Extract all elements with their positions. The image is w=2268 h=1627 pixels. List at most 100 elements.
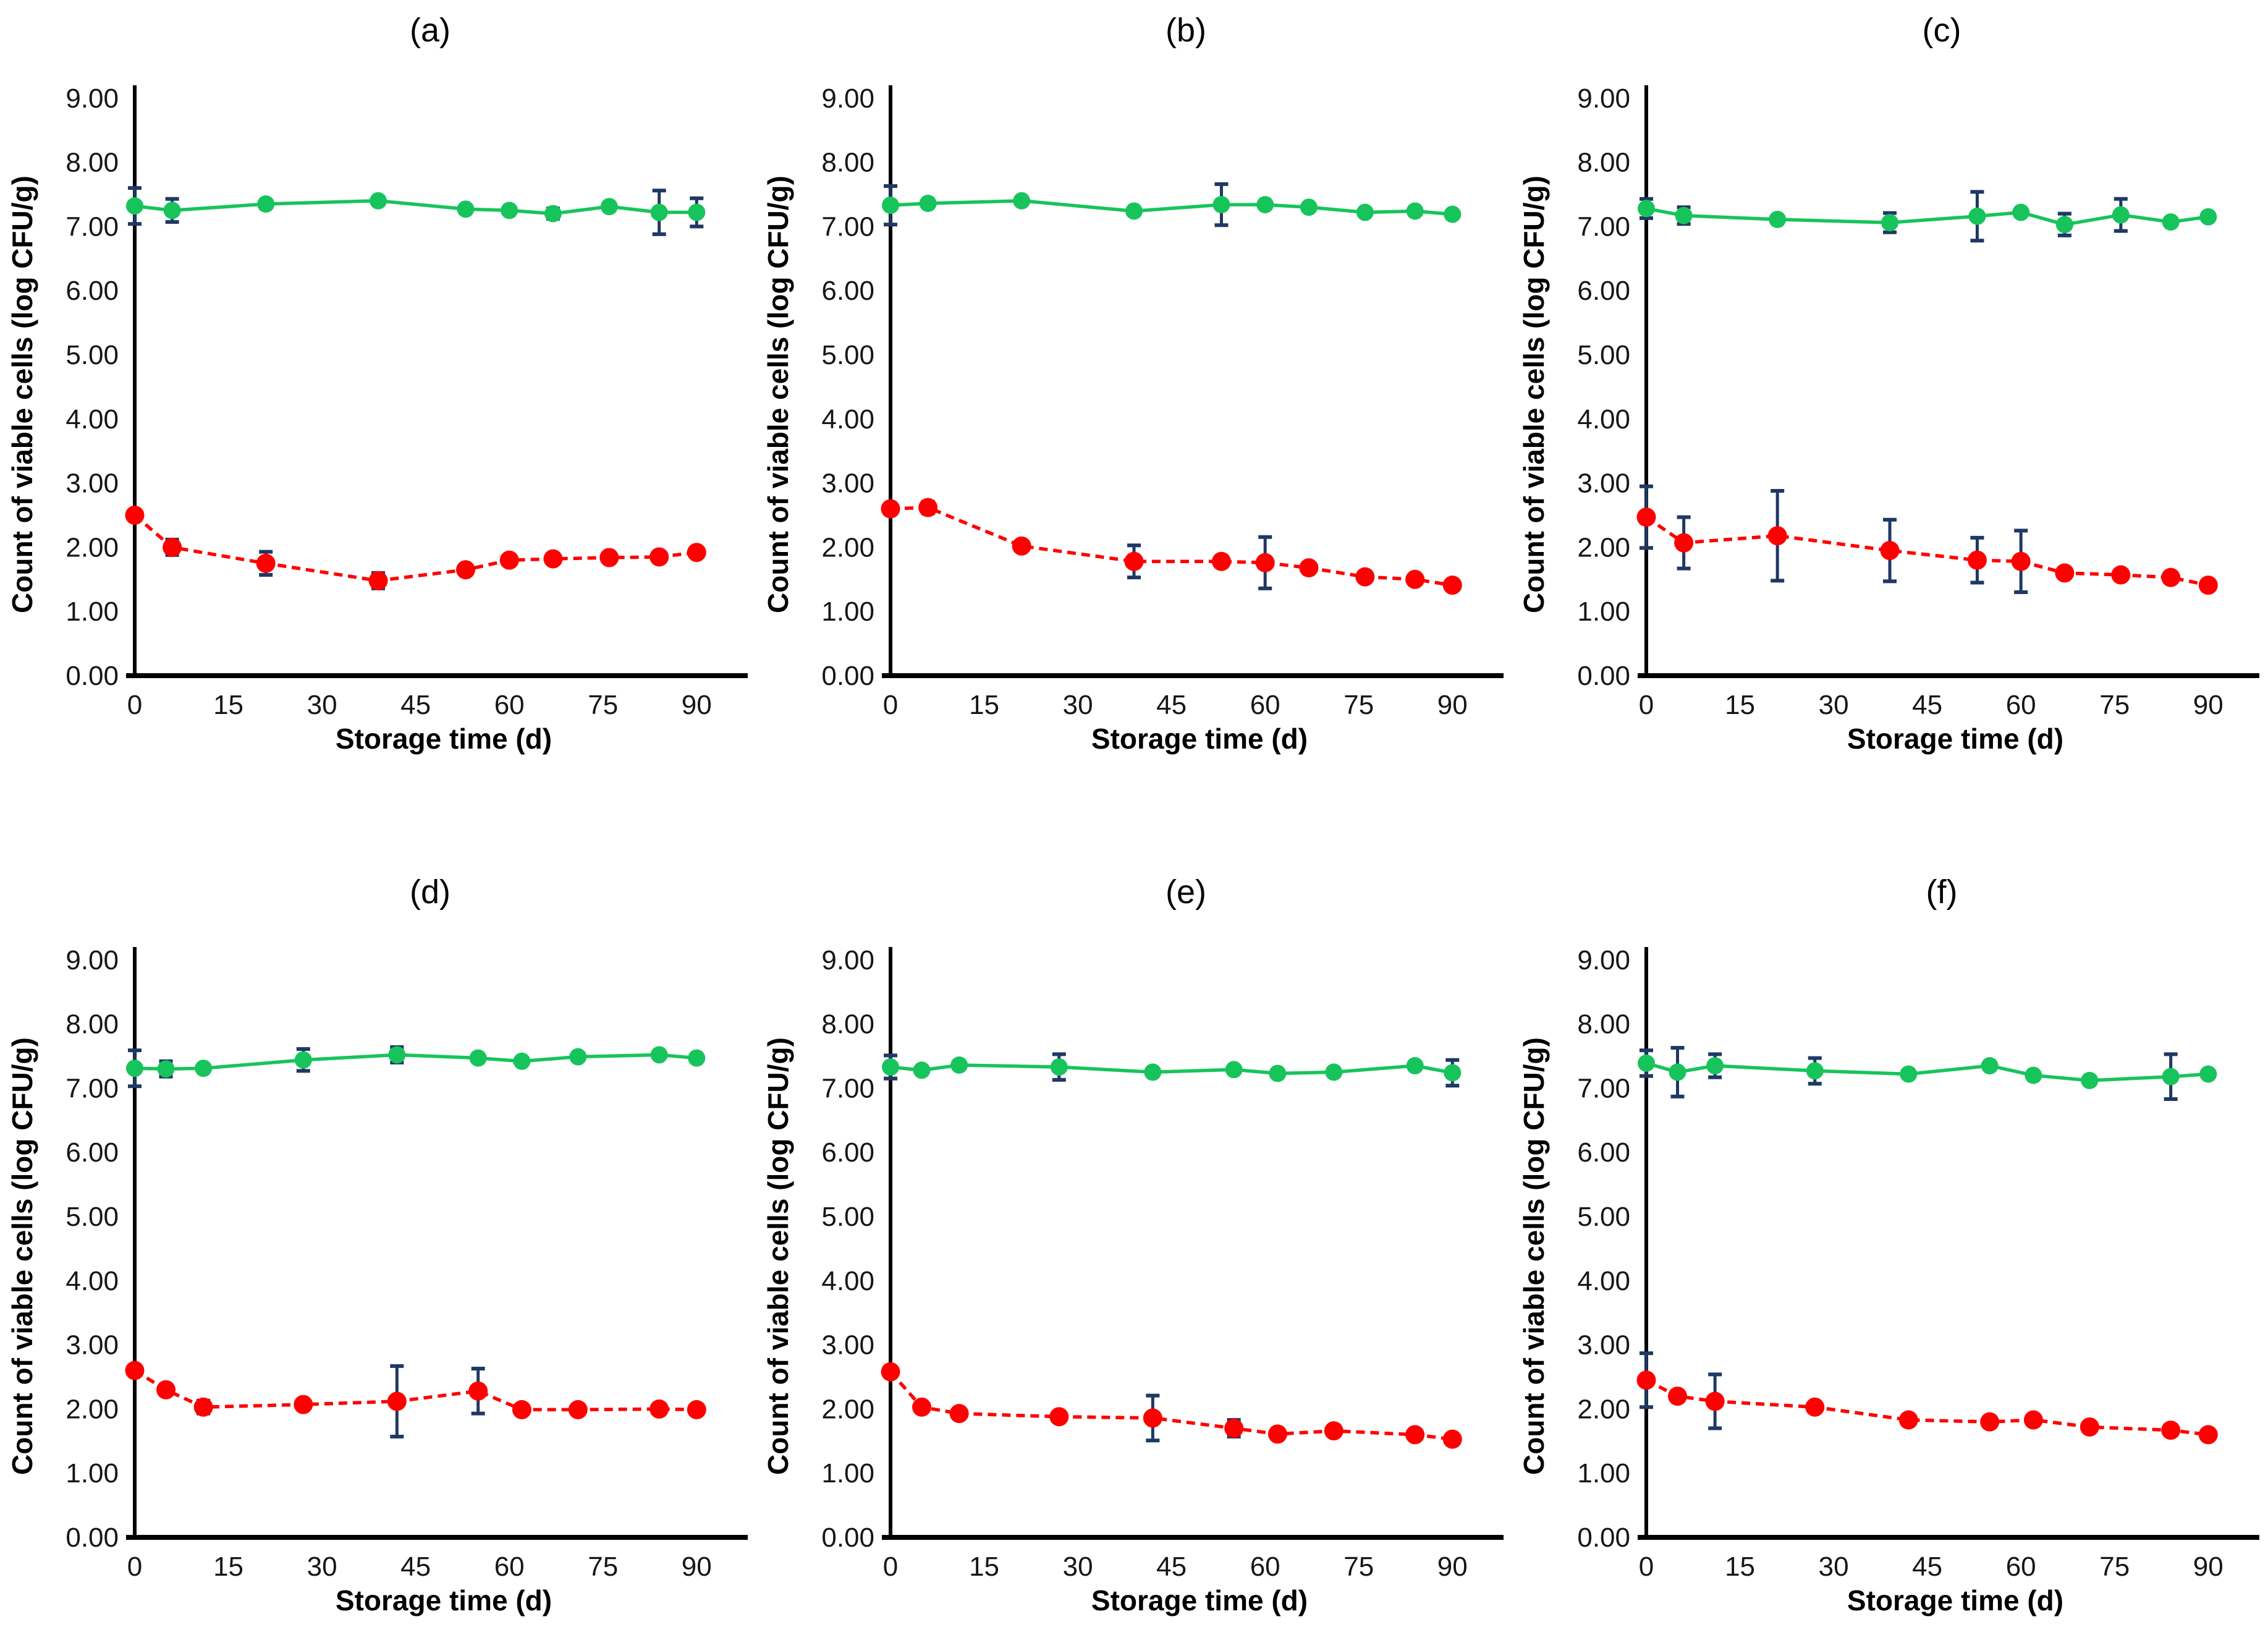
y-tick-label: 2.00 [66,532,119,563]
x-tick-label: 60 [494,1552,525,1582]
red-dashed-marker [881,499,900,519]
x-tick-label: 0 [1639,690,1654,720]
red-dashed-marker [1143,1408,1162,1428]
y-tick-label: 1.00 [821,597,874,627]
chart-canvas-e: 0.00 1.00 2.00 3.00 4.00 5.00 6.00 7.00 8.00 9.00… [821,945,1504,1582]
y-tick-label: 9.00 [1577,945,1630,975]
y-tick-label: 3.00 [66,1330,119,1361]
x-tick-label: 0 [883,1552,898,1582]
red-dashed-marker [1405,569,1425,589]
y-tick-label: 5.00 [821,1202,874,1232]
red-dashed-marker [2055,563,2075,583]
green-solid-marker [1125,202,1143,220]
green-solid-marker [1269,1064,1287,1082]
x-tick-label: 45 [400,1552,431,1582]
red-dashed-marker [1674,533,1694,553]
green-solid-line [134,199,697,216]
x-tick-label: 30 [1819,690,1849,720]
red-dashed-marker [1668,1387,1688,1406]
green-solid-marker [1675,206,1693,224]
green-solid-marker [195,1060,213,1077]
red-dashed-marker [1355,567,1375,587]
red-dashed-marker [2198,576,2218,595]
red-dashed-marker [455,560,475,580]
y-tick-label: 3.00 [1577,469,1630,499]
red-dashed-marker [918,498,938,517]
x-tick-label: 75 [1343,1552,1374,1582]
red-dashed-marker [1880,541,1900,561]
red-dashed-marker [1980,1412,2000,1432]
red-dashed-marker [193,1397,213,1417]
red-dashed-line [1645,516,2209,587]
y-tick-label: 5.00 [66,1202,119,1232]
green-solid-marker [1444,1064,1462,1082]
green-solid-marker [1638,200,1655,218]
red-dashed-marker [468,1381,488,1401]
y-tick-label: 4.00 [821,404,874,435]
red-dashed-marker [1636,508,1656,527]
chart-canvas-c: 0.00 1.00 2.00 3.00 4.00 5.00 6.00 7.00 8.00 9.00… [1577,83,2259,720]
red-dashed-marker [543,549,563,569]
red-dashed-marker [1442,576,1462,595]
x-tick-label: 0 [1639,1552,1654,1582]
green-solid-marker [688,1049,706,1067]
y-tick-label: 1.00 [821,1458,874,1489]
x-tick-label: 60 [494,690,525,720]
green-solid-marker [569,1048,587,1066]
y-axis-label: Count of viable cells (log CFU/g) [6,1037,38,1475]
red-dashed-marker [650,1399,669,1419]
green-solid-line [1646,206,2209,227]
panel-title-c: (c) [1922,12,1961,49]
y-tick-label: 6.00 [821,1137,874,1168]
y-tick-label: 1.00 [1577,597,1630,627]
panel-title-f: (f) [1926,873,1958,911]
panel-title-a: (a) [410,12,451,49]
x-tick-label: 60 [1250,1552,1280,1582]
x-axis-label: Storage time (d) [335,1584,552,1616]
green-solid-marker [1013,192,1031,210]
red-dashed-line [890,506,1453,587]
panel-title-b: (b) [1166,12,1206,49]
red-dashed-marker [125,505,145,525]
x-tick-label: 90 [1437,690,1468,720]
red-dashed-marker [1767,526,1787,546]
x-tick-label: 15 [1725,1552,1755,1582]
y-axis-label: Count of viable cells (log CFU/g) [762,176,794,613]
green-solid-marker [1669,1063,1686,1081]
y-axis-label: Count of viable cells (log CFU/g) [1518,176,1550,613]
y-tick-label: 4.00 [66,1266,119,1296]
green-solid-marker [1968,207,1986,225]
green-solid-marker [388,1046,406,1064]
y-axis-label-cell: Count of viable cells (log CFU/g) [758,67,798,722]
x-tick-label: 45 [1156,1552,1187,1582]
green-solid-marker [1212,196,1230,214]
y-tick-label: 4.00 [66,404,119,435]
y-tick-label: 7.00 [821,1073,874,1103]
y-tick-label: 2.00 [1577,532,1630,563]
y-axis-label-cell: Count of viable cells (log CFU/g) [2,67,42,722]
green-solid-marker [650,1046,668,1064]
red-dashed-marker [256,553,276,573]
red-dashed-marker [881,1362,900,1382]
y-tick-label: 6.00 [66,1137,119,1168]
green-solid-marker [1356,203,1374,221]
y-tick-label: 7.00 [821,211,874,242]
green-solid-marker [544,205,562,223]
y-tick-label: 3.00 [821,469,874,499]
green-solid-marker [913,1061,931,1079]
green-solid-marker [688,203,706,221]
green-solid-marker [2012,203,2030,221]
x-tick-label: 60 [1250,690,1280,720]
y-tick-label: 0.00 [1577,1523,1630,1553]
x-tick-label: 90 [682,1552,712,1582]
y-axis-label-cell: Count of viable cells (log CFU/g) [758,928,798,1584]
y-tick-label: 2.00 [821,532,874,563]
green-solid-marker [1769,210,1787,228]
y-tick-label: 7.00 [1577,211,1630,242]
x-axis-label: Storage time (d) [1847,723,2064,755]
y-tick-label: 9.00 [821,83,874,114]
y-tick-label: 6.00 [1577,1137,1630,1168]
green-solid-marker [2162,213,2180,231]
green-solid-marker [650,203,668,221]
y-tick-label: 6.00 [66,276,119,306]
